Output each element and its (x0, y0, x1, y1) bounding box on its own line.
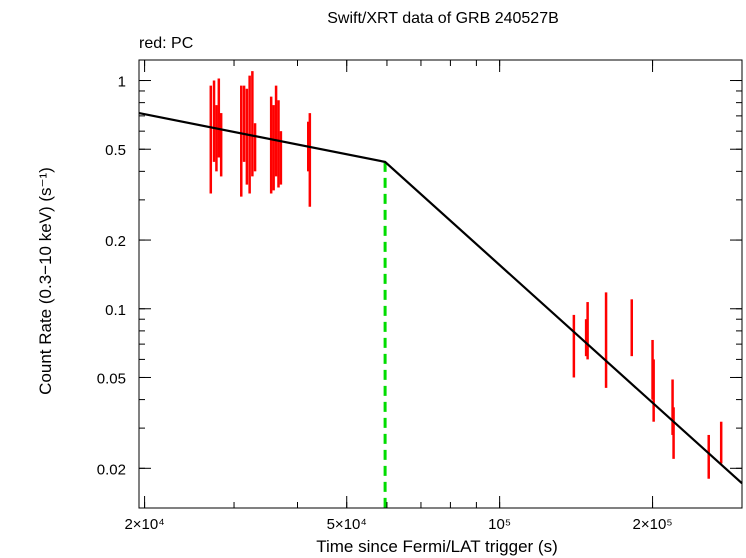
x-axis-label: Time since Fermi/LAT trigger (s) (316, 537, 558, 556)
plot-frame (138, 59, 743, 509)
y-tick-label: 1 (118, 74, 126, 91)
plot-area (138, 71, 743, 508)
model-fit-line (138, 112, 743, 485)
tick-labels: 2×10⁴ 5×10⁴ 10⁵ 2×10⁵ 1 0.5 0.2 0.1 0.05 0.02 (97, 74, 673, 533)
x-tick-label: 10⁵ (488, 516, 511, 533)
y-axis-label: Count Rate (0.3−10 keV) (s⁻¹) (36, 167, 55, 395)
x-tick-label: 2×10⁵ (633, 516, 673, 533)
axes (138, 59, 743, 509)
y-tick-label: 0.05 (97, 370, 126, 387)
y-tick-label: 0.2 (105, 233, 126, 250)
x-tick-label: 2×10⁴ (124, 516, 164, 533)
x-tick-label: 5×10⁴ (327, 516, 367, 533)
y-tick-label: 0.5 (105, 142, 126, 159)
chart-subtitle: red: PC (139, 35, 193, 52)
chart-title: Swift/XRT data of GRB 240527B (327, 10, 559, 27)
y-tick-label: 0.02 (97, 461, 126, 478)
y-tick-label: 0.1 (105, 302, 126, 319)
